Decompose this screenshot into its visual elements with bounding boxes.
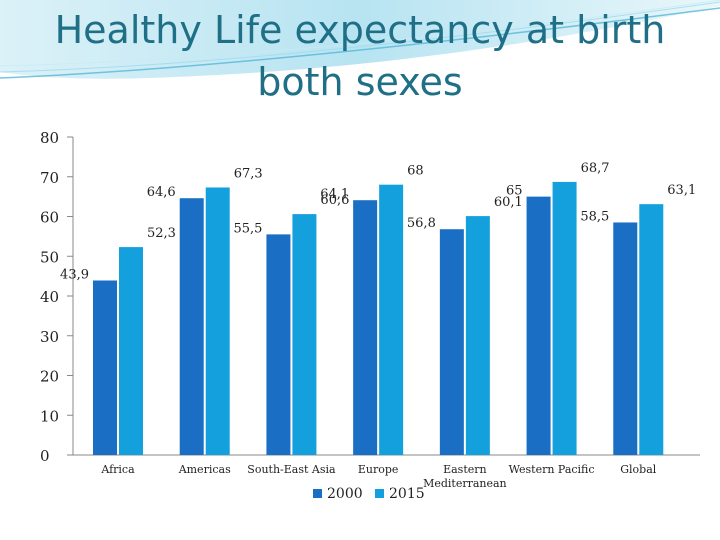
bar-2000 xyxy=(526,196,551,455)
title-line-2: both sexes xyxy=(257,60,463,104)
data-label: 63,1 xyxy=(667,183,696,198)
y-tick-label: 50 xyxy=(40,248,59,266)
x-tick-label: South-East Asia xyxy=(247,463,336,476)
bar-2000 xyxy=(179,198,204,455)
data-label: 64,1 xyxy=(320,187,349,202)
bar-2000 xyxy=(353,200,378,455)
legend-swatch-2000 xyxy=(313,489,322,498)
data-label: 68,7 xyxy=(581,161,610,176)
legend-label: 2000 xyxy=(327,486,363,502)
y-tick-label: 30 xyxy=(40,328,59,346)
data-label: 65 xyxy=(506,184,523,199)
x-tick-label: Western Pacific xyxy=(509,463,595,476)
x-tick-label: Global xyxy=(620,463,657,476)
x-tick-label: Eastern xyxy=(443,463,487,476)
title-line-1: Healthy Life expectancy at birth xyxy=(54,8,666,52)
page-title: Healthy Life expectancy at birth both se… xyxy=(0,4,720,108)
bar-2015 xyxy=(119,247,143,455)
data-label: 43,9 xyxy=(60,267,89,282)
bar-2015 xyxy=(552,181,577,456)
data-label: 55,5 xyxy=(233,221,262,236)
data-label: 67,3 xyxy=(234,166,263,181)
y-tick-label: 70 xyxy=(40,169,59,187)
data-label: 52,3 xyxy=(147,226,176,241)
title-swoosh-decoration xyxy=(0,0,720,79)
bar-2000 xyxy=(93,280,117,455)
y-tick-label: 10 xyxy=(40,407,59,425)
data-label: 60,1 xyxy=(494,195,523,210)
x-tick-label: Mediterranean xyxy=(423,477,507,490)
x-tick-label: Africa xyxy=(100,463,135,476)
data-label: 60,6 xyxy=(320,193,349,208)
bar-2015 xyxy=(379,184,404,455)
y-tick-label: 20 xyxy=(40,368,59,386)
data-label: 56,8 xyxy=(407,216,436,231)
bar-2000 xyxy=(266,234,291,455)
bar-2015 xyxy=(292,214,317,455)
bar-2015 xyxy=(639,204,664,455)
x-tick-label: Americas xyxy=(178,463,231,476)
bar-2015 xyxy=(465,216,490,455)
y-tick-label: 80 xyxy=(40,129,59,147)
y-tick-label: 60 xyxy=(40,209,59,227)
data-label: 68 xyxy=(407,164,424,179)
bar-2000 xyxy=(439,229,464,455)
data-label: 64,6 xyxy=(147,185,176,200)
x-tick-label: Europe xyxy=(358,463,399,476)
legend-swatch-2015 xyxy=(375,489,384,498)
y-tick-label: 0 xyxy=(40,447,50,465)
bar-2000 xyxy=(613,222,638,455)
y-tick-label: 40 xyxy=(40,288,59,306)
bar-2015 xyxy=(205,187,230,456)
data-label: 58,5 xyxy=(580,209,609,224)
legend-label: 2015 xyxy=(389,486,425,502)
